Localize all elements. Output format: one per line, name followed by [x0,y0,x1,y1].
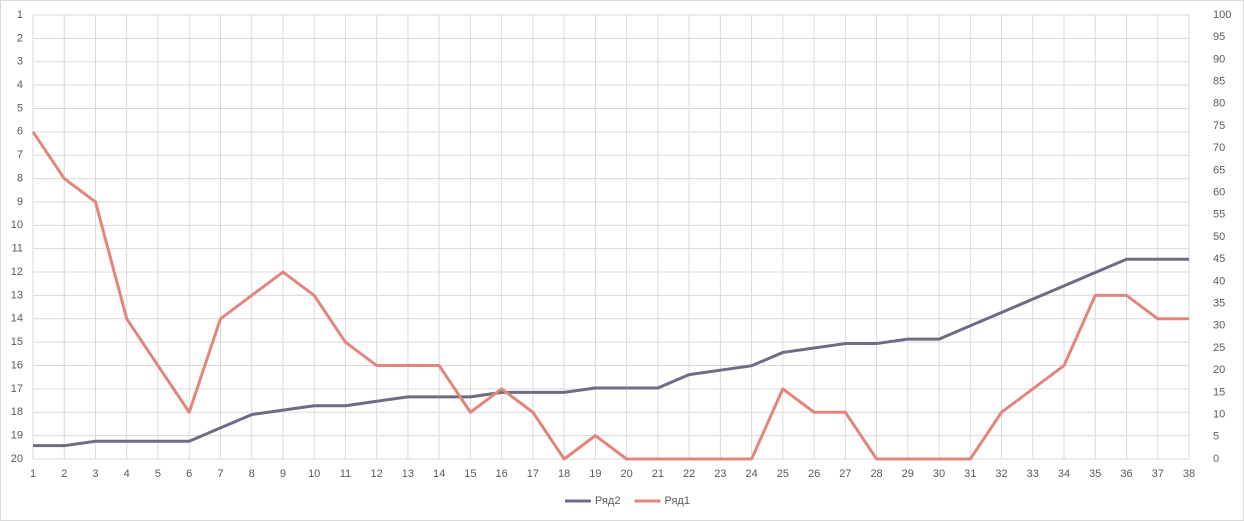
y2-tick-label: 60 [1213,187,1225,199]
x-tick-label: 22 [683,468,695,480]
x-tick-label: 25 [777,468,789,480]
y2-tick-label: 5 [1213,431,1219,443]
x-tick-label: 17 [527,468,539,480]
y-tick-label: 18 [11,406,23,418]
x-tick-label: 14 [433,468,445,480]
y2-tick-label: 90 [1213,53,1225,65]
x-tick-label: 6 [186,468,192,480]
y-tick-label: 14 [11,313,23,325]
y2-tick-label: 75 [1213,120,1225,132]
x-tick-label: 13 [402,468,414,480]
x-tick-label: 1 [30,468,36,480]
x-tick-label: 21 [652,468,664,480]
y-tick-label: 16 [11,359,23,371]
x-tick-label: 24 [745,468,757,480]
y-tick-label: 6 [17,126,23,138]
y2-tick-label: 95 [1213,31,1225,43]
x-tick-label: 4 [124,468,130,480]
y2-tick-label: 80 [1213,98,1225,110]
x-tick-label: 11 [340,468,351,480]
y-tick-label: 15 [11,336,23,348]
x-tick-label: 32 [995,468,1007,480]
x-tick-label: 19 [589,468,601,480]
x-tick-label: 5 [155,468,161,480]
y-tick-label: 17 [11,383,23,395]
x-tick-label: 34 [1058,468,1070,480]
x-tick-label: 10 [308,468,320,480]
y2-tick-label: 70 [1213,142,1225,154]
y-tick-label: 12 [11,266,23,278]
x-tick-label: 33 [1027,468,1039,480]
y2-tick-label: 20 [1213,364,1225,376]
y-tick-label: 8 [17,172,23,184]
y2-tick-label: 0 [1213,453,1219,465]
y2-tick-label: 10 [1213,409,1225,421]
x-tick-label: 16 [496,468,508,480]
y-tick-label: 9 [17,196,23,208]
x-tick-label: 29 [902,468,914,480]
y2-tick-label: 15 [1213,386,1225,398]
y2-tick-label: 30 [1213,320,1225,332]
series-line [31,131,1189,461]
x-tick-label: 15 [464,468,476,480]
y-tick-label: 2 [17,32,23,44]
y2-tick-label: 45 [1213,253,1225,265]
x-tick-label: 35 [1089,468,1101,480]
y-tick-label: 11 [12,243,23,255]
y-tick-label: 4 [17,79,23,91]
x-tick-label: 7 [217,468,223,480]
y-tick-label: 1 [17,9,23,21]
x-tick-label: 38 [1183,468,1195,480]
y-tick-label: 20 [11,453,23,465]
y-tick-label: 3 [17,56,23,68]
x-tick-label: 31 [964,468,976,480]
y-tick-label: 5 [17,102,23,114]
legend: Ряд2 Ряд1 [565,495,690,507]
y-tick-label: 7 [17,149,23,161]
x-tick-label: 30 [933,468,945,480]
y2-tick-label: 35 [1213,298,1225,310]
y2-tick-label: 55 [1213,209,1225,221]
y2-tick-label: 25 [1213,342,1225,354]
x-tick-label: 8 [249,468,255,480]
x-tick-label: 37 [1152,468,1164,480]
y-tick-label: 10 [11,219,23,231]
y-tick-label: 13 [11,289,23,301]
y2-tick-label: 65 [1213,164,1225,176]
x-tick-label: 9 [280,468,286,480]
x-tick-label: 36 [1120,468,1132,480]
x-tick-label: 27 [839,468,851,480]
y2-tick-label: 85 [1213,76,1225,88]
y2-tick-label: 40 [1213,275,1225,287]
y2-tick-label: 100 [1213,9,1231,21]
x-tick-label: 28 [870,468,882,480]
y2-tick-label: 50 [1213,231,1225,243]
y-tick-label: 19 [11,430,23,442]
x-tick-label: 12 [371,468,383,480]
x-tick-label: 23 [714,468,726,480]
x-tick-label: 20 [620,468,632,480]
x-tick-label: 26 [808,468,820,480]
legend-label: Ряд2 [595,495,620,507]
x-tick-label: 18 [558,468,570,480]
x-tick-label: 2 [61,468,67,480]
x-tick-label: 3 [92,468,98,480]
legend-label: Ряд1 [664,495,689,507]
series-line [33,257,1189,448]
